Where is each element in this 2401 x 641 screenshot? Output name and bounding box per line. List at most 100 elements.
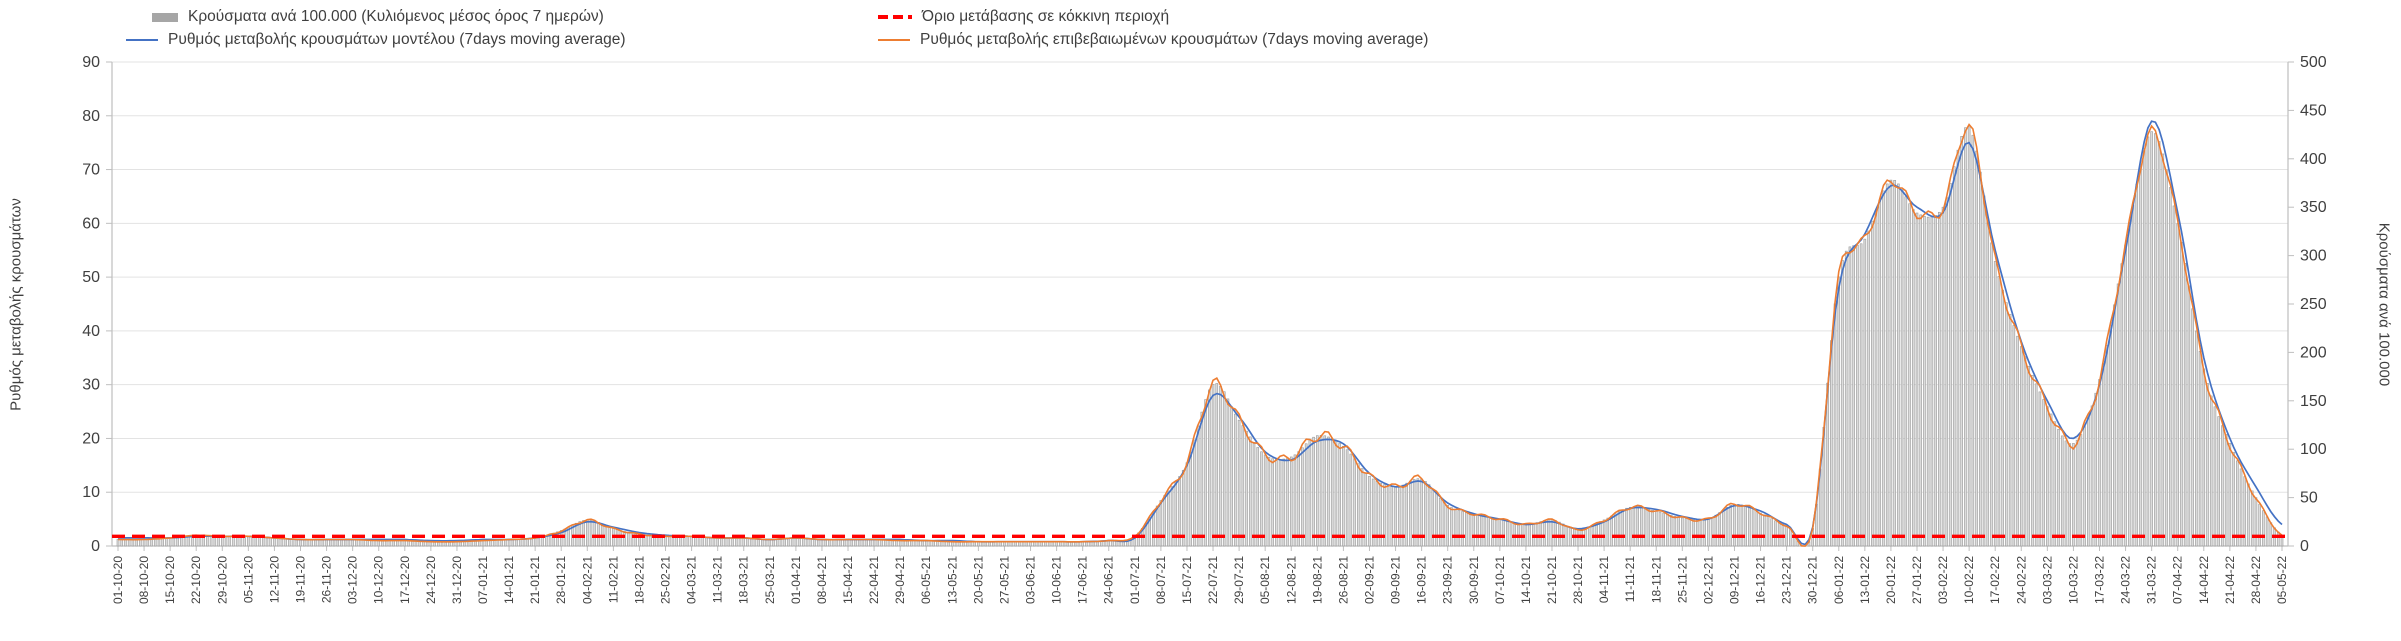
svg-text:20-05-21: 20-05-21 bbox=[971, 556, 985, 604]
svg-text:28-10-21: 28-10-21 bbox=[1571, 556, 1585, 604]
svg-text:500: 500 bbox=[2300, 54, 2327, 71]
right-axis-labels: 0 50 100 150 200 250 300 350 400 450 500 bbox=[2300, 54, 2327, 555]
axes bbox=[106, 61, 2294, 551]
svg-text:20-01-22: 20-01-22 bbox=[1884, 556, 1898, 604]
legend-label: Όριο μετάβασης σε κόκκινη περιοχή bbox=[922, 8, 1170, 25]
svg-text:09-12-21: 09-12-21 bbox=[1727, 556, 1741, 604]
svg-text:15-10-20: 15-10-20 bbox=[163, 556, 177, 604]
svg-text:29-07-21: 29-07-21 bbox=[1232, 556, 1246, 604]
svg-text:0: 0 bbox=[91, 538, 100, 555]
svg-text:12-08-21: 12-08-21 bbox=[1284, 556, 1298, 604]
svg-text:50: 50 bbox=[2300, 490, 2318, 507]
svg-text:27-05-21: 27-05-21 bbox=[997, 556, 1011, 604]
gridlines bbox=[112, 61, 2288, 547]
svg-text:10-12-20: 10-12-20 bbox=[372, 556, 386, 604]
svg-text:30-12-21: 30-12-21 bbox=[1806, 556, 1820, 604]
svg-text:22-10-20: 22-10-20 bbox=[189, 556, 203, 604]
svg-text:15-04-21: 15-04-21 bbox=[841, 556, 855, 604]
svg-text:01-04-21: 01-04-21 bbox=[789, 556, 803, 604]
svg-text:31-12-20: 31-12-20 bbox=[450, 556, 464, 604]
legend-item-model-rate: Ρυθμός μεταβολής κρουσμάτων μοντέλου (7d… bbox=[126, 31, 626, 49]
legend-label: Ρυθμός μεταβολής επιβεβαιωμένων κρουσμάτ… bbox=[920, 31, 1429, 48]
svg-text:90: 90 bbox=[82, 54, 100, 71]
svg-text:20: 20 bbox=[82, 430, 100, 447]
svg-text:08-10-20: 08-10-20 bbox=[137, 556, 151, 604]
svg-text:15-07-21: 15-07-21 bbox=[1180, 556, 1194, 604]
svg-text:19-08-21: 19-08-21 bbox=[1310, 556, 1324, 604]
svg-text:80: 80 bbox=[82, 108, 100, 125]
svg-text:29-10-20: 29-10-20 bbox=[215, 556, 229, 604]
svg-text:11-02-21: 11-02-21 bbox=[606, 556, 620, 603]
svg-text:60: 60 bbox=[82, 215, 100, 232]
svg-text:350: 350 bbox=[2300, 199, 2327, 216]
svg-text:30: 30 bbox=[82, 377, 100, 394]
svg-text:70: 70 bbox=[82, 162, 100, 179]
svg-text:07-01-21: 07-01-21 bbox=[476, 556, 490, 604]
orange-line-marker-icon bbox=[878, 38, 910, 42]
svg-text:14-04-22: 14-04-22 bbox=[2197, 556, 2211, 604]
x-axis-labels: 01-10-20 08-10-20 15-10-20 22-10-20 29-10-20… bbox=[111, 556, 2289, 604]
svg-text:23-09-21: 23-09-21 bbox=[1441, 556, 1455, 604]
svg-text:24-12-20: 24-12-20 bbox=[424, 556, 438, 604]
svg-text:21-01-21: 21-01-21 bbox=[528, 556, 542, 604]
red-dashed-line-marker-icon bbox=[878, 15, 912, 19]
svg-text:05-08-21: 05-08-21 bbox=[1258, 556, 1272, 604]
right-axis-title: Κρούσματα ανά 100.000 bbox=[2375, 222, 2393, 387]
svg-text:26-11-20: 26-11-20 bbox=[320, 556, 334, 603]
svg-text:05-05-22: 05-05-22 bbox=[2275, 556, 2289, 604]
chart-legend: Κρούσματα ανά 100.000 (Κυλιόμενος μέσος … bbox=[0, 0, 2401, 58]
legend-item-cases-per-100k: Κρούσματα ανά 100.000 (Κυλιόμενος μέσος … bbox=[152, 8, 604, 26]
svg-text:24-03-22: 24-03-22 bbox=[2119, 556, 2133, 604]
svg-text:10-03-22: 10-03-22 bbox=[2066, 556, 2080, 604]
svg-text:03-12-20: 03-12-20 bbox=[346, 556, 360, 604]
svg-text:150: 150 bbox=[2300, 393, 2327, 410]
confirmed-line bbox=[117, 123, 2283, 547]
svg-text:12-11-20: 12-11-20 bbox=[267, 556, 281, 603]
svg-text:10-06-21: 10-06-21 bbox=[1050, 556, 1064, 604]
svg-text:13-05-21: 13-05-21 bbox=[945, 556, 959, 604]
svg-text:24-02-22: 24-02-22 bbox=[2014, 556, 2028, 604]
left-axis-title: Ρυθμός μεταβολής κρουσμάτων bbox=[7, 198, 25, 411]
svg-text:0: 0 bbox=[2300, 538, 2309, 555]
svg-text:17-02-22: 17-02-22 bbox=[1988, 556, 2002, 604]
svg-text:18-11-21: 18-11-21 bbox=[1649, 556, 1663, 603]
svg-text:300: 300 bbox=[2300, 248, 2327, 265]
svg-text:25-02-21: 25-02-21 bbox=[659, 556, 673, 604]
svg-text:07-04-22: 07-04-22 bbox=[2171, 556, 2185, 604]
svg-text:30-09-21: 30-09-21 bbox=[1467, 556, 1481, 604]
svg-text:11-03-21: 11-03-21 bbox=[711, 556, 725, 603]
svg-text:04-02-21: 04-02-21 bbox=[580, 556, 594, 604]
svg-text:27-01-22: 27-01-22 bbox=[1910, 556, 1924, 604]
svg-text:06-01-22: 06-01-22 bbox=[1832, 556, 1846, 604]
svg-text:25-03-21: 25-03-21 bbox=[763, 556, 777, 604]
svg-text:03-03-22: 03-03-22 bbox=[2040, 556, 2054, 604]
svg-text:08-04-21: 08-04-21 bbox=[815, 556, 829, 604]
svg-text:17-12-20: 17-12-20 bbox=[398, 556, 412, 604]
svg-text:18-02-21: 18-02-21 bbox=[632, 556, 646, 604]
svg-text:23-12-21: 23-12-21 bbox=[1780, 556, 1794, 604]
model-line bbox=[118, 120, 2283, 546]
svg-text:05-11-20: 05-11-20 bbox=[241, 556, 255, 603]
bars-series bbox=[116, 126, 2284, 547]
svg-text:100: 100 bbox=[2300, 441, 2327, 458]
svg-text:21-04-22: 21-04-22 bbox=[2223, 556, 2237, 604]
svg-text:19-11-20: 19-11-20 bbox=[294, 556, 308, 603]
svg-text:03-06-21: 03-06-21 bbox=[1024, 556, 1038, 604]
svg-text:24-06-21: 24-06-21 bbox=[1102, 556, 1116, 604]
svg-text:01-10-20: 01-10-20 bbox=[111, 556, 125, 604]
svg-text:10-02-22: 10-02-22 bbox=[1962, 556, 1976, 604]
svg-text:13-01-22: 13-01-22 bbox=[1858, 556, 1872, 604]
svg-text:14-10-21: 14-10-21 bbox=[1519, 556, 1533, 604]
svg-text:28-04-22: 28-04-22 bbox=[2249, 556, 2263, 604]
svg-text:40: 40 bbox=[82, 323, 100, 340]
svg-text:08-07-21: 08-07-21 bbox=[1154, 556, 1168, 604]
svg-text:17-06-21: 17-06-21 bbox=[1076, 556, 1090, 604]
svg-text:09-09-21: 09-09-21 bbox=[1389, 556, 1403, 604]
svg-text:400: 400 bbox=[2300, 151, 2327, 168]
svg-text:29-04-21: 29-04-21 bbox=[893, 556, 907, 604]
legend-label: Κρούσματα ανά 100.000 (Κυλιόμενος μέσος … bbox=[188, 8, 604, 25]
svg-text:28-01-21: 28-01-21 bbox=[554, 556, 568, 604]
svg-text:26-08-21: 26-08-21 bbox=[1336, 556, 1350, 604]
